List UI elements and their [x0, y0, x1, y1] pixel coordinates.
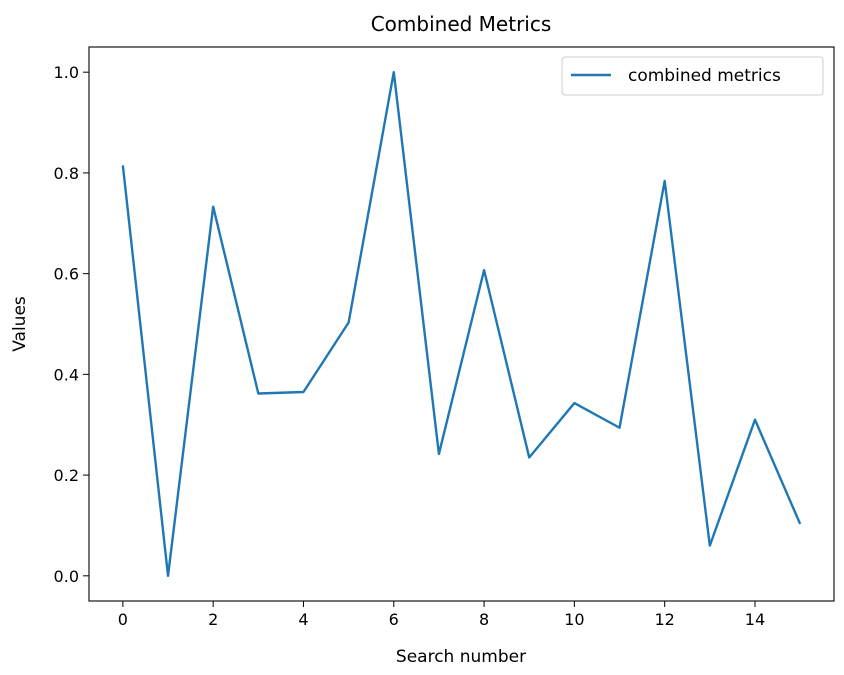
x-tick-label: 2: [208, 610, 218, 629]
axes-frame: [88, 46, 835, 602]
x-tick-label: 12: [655, 610, 675, 629]
x-axis-label: Search number: [396, 647, 526, 667]
series-layer: [121, 70, 802, 578]
y-axis: 0.0 0.2 0.4 0.6 0.8 1.0: [54, 63, 89, 586]
x-tick-label: 8: [479, 610, 489, 629]
y-tick-label: 1.0: [54, 63, 79, 82]
legend-label-combined-metrics: combined metrics: [628, 66, 781, 86]
y-tick-label: 0.8: [54, 164, 79, 183]
x-tick-label: 14: [745, 610, 765, 629]
y-axis-label: Values: [10, 296, 30, 352]
x-tick-label: 4: [298, 610, 308, 629]
chart-title: Combined Metrics: [371, 12, 552, 36]
x-tick-label: 0: [118, 610, 128, 629]
y-tick-label: 0.2: [54, 466, 79, 485]
x-axis: 0 2 4 6 8 10 12 14: [118, 601, 765, 629]
legend-box: [561, 56, 824, 96]
series-line-combined-metrics: [121, 70, 802, 578]
x-tick-label: 6: [389, 610, 399, 629]
y-tick-label: 0.0: [54, 567, 79, 586]
plot-area: [88, 46, 835, 602]
legend: combined metrics: [561, 56, 824, 96]
y-tick-label: 0.4: [54, 365, 79, 384]
y-tick-label: 0.6: [54, 265, 79, 284]
x-tick-label: 10: [564, 610, 584, 629]
